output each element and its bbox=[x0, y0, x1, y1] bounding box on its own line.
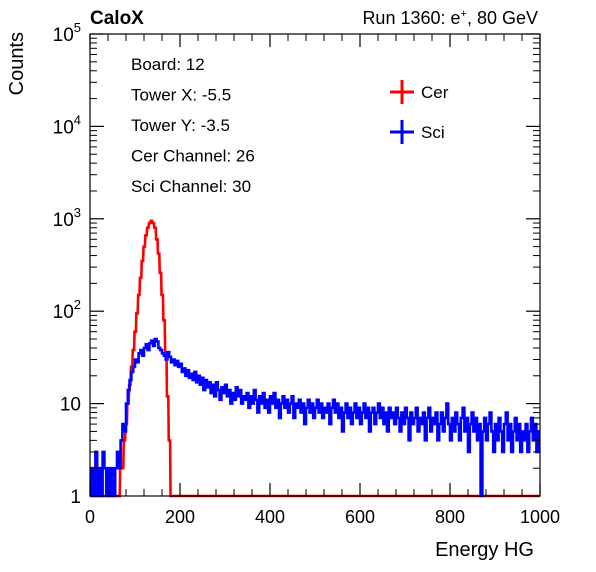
legend-entry-cer: Cer bbox=[390, 80, 449, 104]
x-tick-label: 800 bbox=[435, 507, 465, 527]
x-tick-label: 600 bbox=[345, 507, 375, 527]
x-tick-label: 1000 bbox=[520, 507, 560, 527]
legend-label-sci: Sci bbox=[421, 123, 445, 142]
info-line: Sci Channel: 30 bbox=[131, 177, 251, 196]
experiment-label: CaloX bbox=[90, 8, 144, 29]
y-tick-label: 102 bbox=[53, 297, 81, 323]
series-layer bbox=[90, 219, 540, 498]
info-line: Cer Channel: 26 bbox=[131, 147, 255, 166]
info-line: Tower X: -5.5 bbox=[131, 86, 231, 105]
x-tick-label: 0 bbox=[85, 507, 95, 527]
y-tick-label: 105 bbox=[53, 20, 81, 46]
y-axis-title: Counts bbox=[6, 32, 28, 95]
info-line: Tower Y: -3.5 bbox=[131, 116, 230, 135]
legend-label-cer: Cer bbox=[421, 83, 449, 102]
legend-entry-sci: Sci bbox=[390, 120, 445, 144]
y-tick-label: 104 bbox=[53, 112, 81, 138]
info-box-lines: Board: 12 Tower X: -5.5 Tower Y: -3.5 Cer C… bbox=[131, 55, 255, 196]
y-tick-label: 10 bbox=[60, 395, 81, 416]
plot-frame bbox=[89, 33, 541, 497]
axes-layer: 0 200 400 600 800 1000 1 10 102 103 104 105 bbox=[53, 20, 560, 527]
run-info-label: Run 1360: e+, 80 GeV bbox=[362, 8, 538, 28]
info-line: Board: 12 bbox=[131, 55, 205, 74]
y-tick-label: 1 bbox=[70, 487, 81, 508]
x-tick-label: 400 bbox=[255, 507, 285, 527]
x-axis-title: Energy HG bbox=[435, 539, 534, 561]
x-tick-label: 200 bbox=[165, 507, 195, 527]
series-line-sci bbox=[90, 337, 540, 498]
legend: Cer Sci bbox=[390, 80, 449, 144]
info-box bbox=[118, 48, 358, 198]
y-tick-label: 103 bbox=[53, 205, 81, 231]
